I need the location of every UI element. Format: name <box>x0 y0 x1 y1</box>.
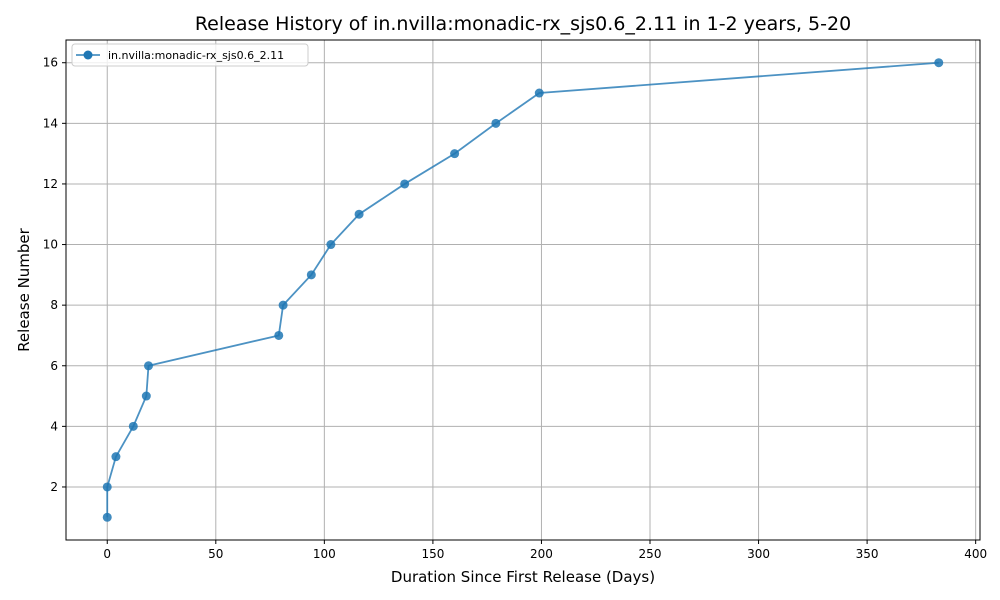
y-axis-label: Release Number <box>15 227 33 351</box>
x-tick-label: 250 <box>639 547 662 561</box>
series-line <box>106 61 939 518</box>
x-tick-label: 200 <box>530 547 553 561</box>
y-tick-label: 4 <box>50 419 58 433</box>
grid-lines <box>66 40 980 540</box>
y-tick-label: 2 <box>50 480 58 494</box>
y-tick-label: 10 <box>43 238 58 252</box>
x-tick-label: 300 <box>747 547 770 561</box>
data-point <box>400 179 410 189</box>
data-point <box>278 300 288 310</box>
data-point <box>102 482 112 492</box>
data-point <box>450 149 460 159</box>
x-tick-label: 50 <box>208 547 223 561</box>
data-point <box>491 118 501 128</box>
series-layer <box>102 58 944 522</box>
data-point <box>274 330 284 340</box>
data-point <box>326 240 336 250</box>
legend-entry-label: in.nvilla:monadic-rx_sjs0.6_2.11 <box>108 49 284 62</box>
x-axis-ticks: 0 50 100 150 200 250 300 350 400 <box>103 540 987 561</box>
x-tick-label: 100 <box>313 547 336 561</box>
data-point <box>534 88 544 98</box>
y-tick-label: 6 <box>50 359 58 373</box>
y-tick-label: 8 <box>50 298 58 312</box>
y-axis-ticks: 2 4 6 8 10 12 14 16 <box>43 56 66 494</box>
data-point <box>128 421 138 431</box>
y-tick-label: 14 <box>43 116 58 130</box>
data-point <box>102 512 112 522</box>
data-point <box>111 452 121 462</box>
x-tick-label: 400 <box>964 547 987 561</box>
legend-box <box>71 43 309 67</box>
data-point <box>306 270 316 280</box>
legend-marker-swatch <box>83 50 93 60</box>
y-tick-label: 12 <box>43 177 58 191</box>
legend: in.nvilla:monadic-rx_sjs0.6_2.11 <box>71 43 309 67</box>
y-tick-label: 16 <box>43 56 58 70</box>
x-tick-label: 150 <box>421 547 444 561</box>
x-tick-label: 350 <box>856 547 879 561</box>
chart-title: Release History of in.nvilla:monadic-rx_… <box>195 13 851 35</box>
data-point <box>141 391 151 401</box>
data-point <box>143 361 153 371</box>
data-point <box>934 58 944 68</box>
x-axis-label: Duration Since First Release (Days) <box>391 568 655 586</box>
plot-area-frame <box>65 39 981 541</box>
data-point <box>354 209 364 219</box>
x-tick-label: 0 <box>103 547 111 561</box>
